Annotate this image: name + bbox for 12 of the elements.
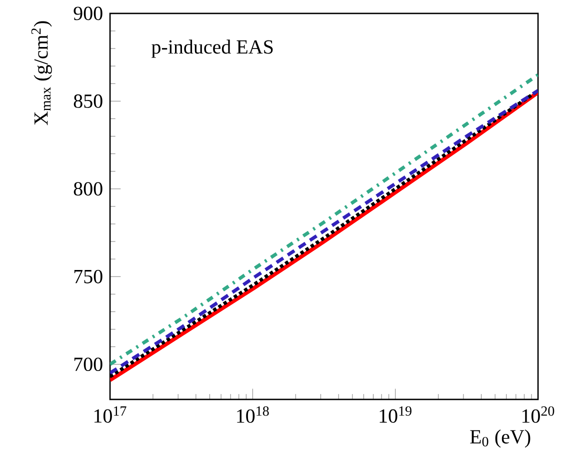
y-tick-label: 700 [74, 357, 102, 371]
y-tick-label: 900 [74, 6, 102, 20]
y-tick-label: 800 [74, 182, 102, 196]
annotation: p-induced EAS [152, 39, 273, 58]
x-tick-label: 10$^{19}$ [380, 406, 412, 423]
y-axis-title: X$_{max}$ (g/cm$^{2}$) [31, 21, 52, 125]
x-tick-label: 10$^{18}$ [237, 406, 269, 423]
x-axis-title: E$_{0}$ (eV) [470, 429, 530, 448]
x-tick-label: 10$^{20}$ [522, 406, 554, 423]
x-tick-label: 10$^{17}$ [94, 406, 126, 423]
y-tick-label: 750 [74, 270, 102, 284]
y-tick-label: 850 [74, 94, 102, 108]
